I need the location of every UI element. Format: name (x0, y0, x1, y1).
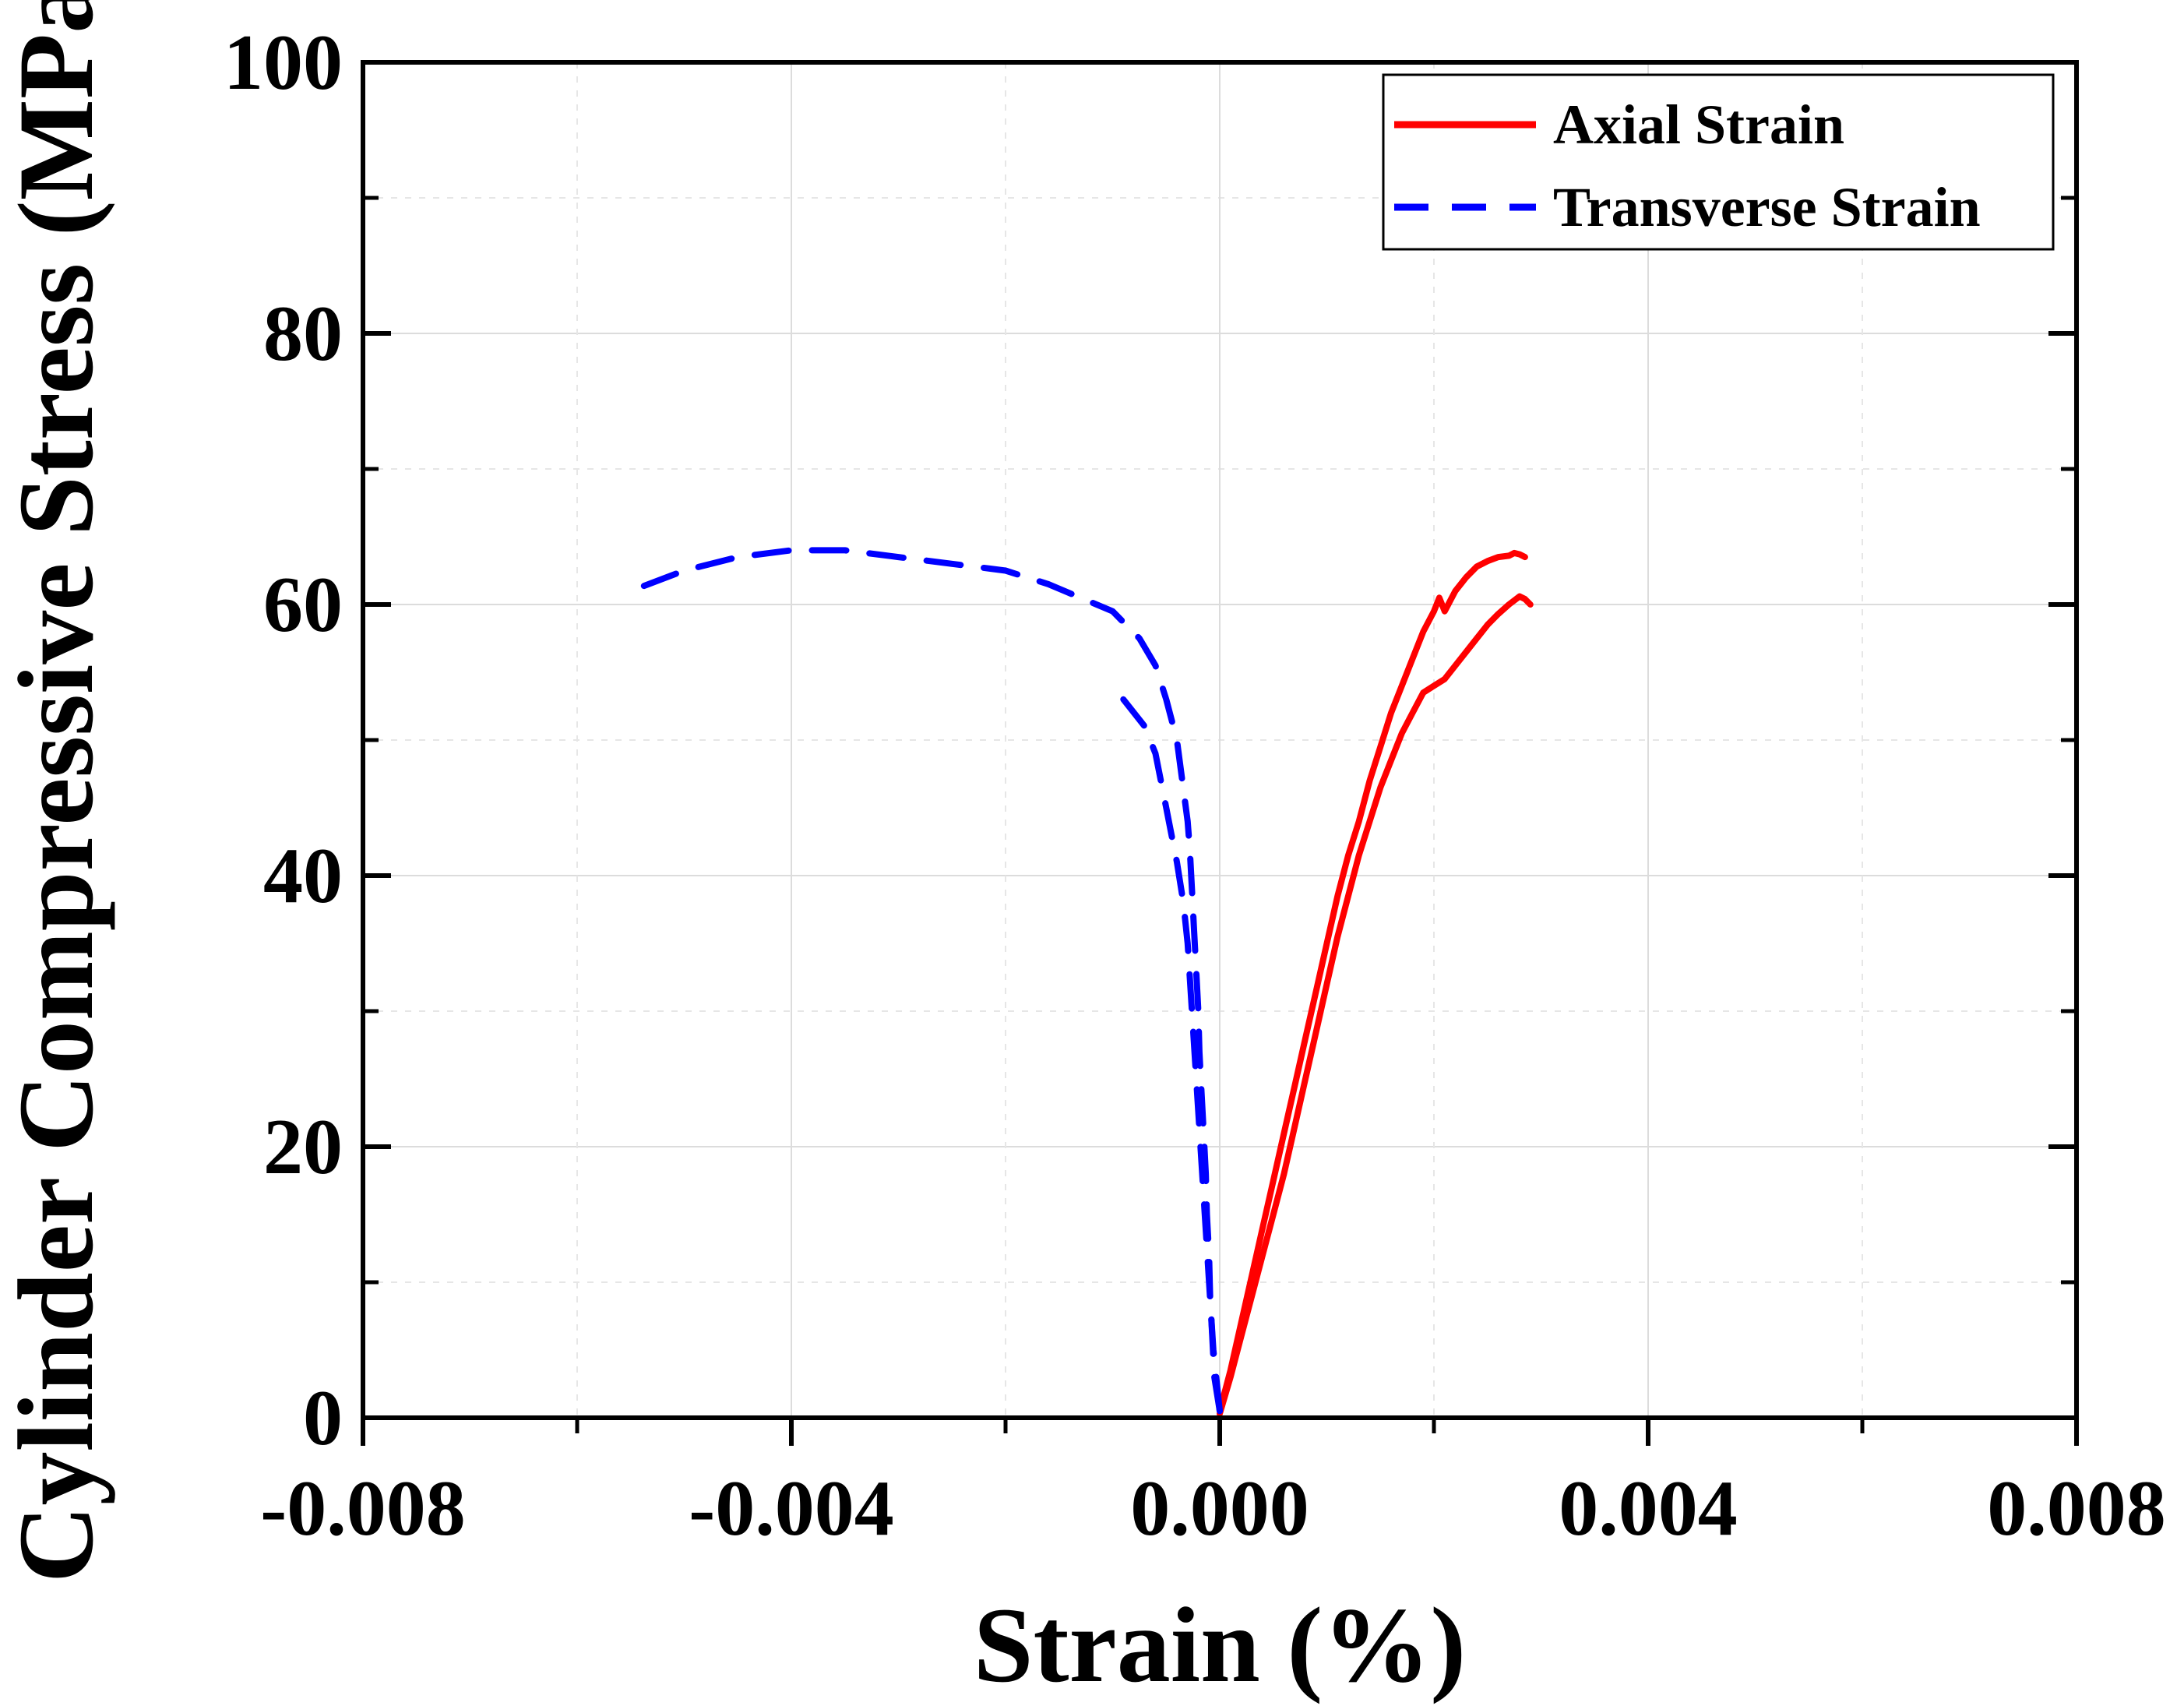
series-layer (627, 547, 1534, 1417)
x-tick-label: 0.000 (1130, 1465, 1309, 1553)
y-tick-label: 20 (263, 1103, 343, 1191)
y-tick-label: 0 (303, 1374, 343, 1462)
series-transverse-strain-specimen-2 (1120, 696, 1223, 1415)
series-axial-strain (1217, 549, 1528, 1415)
y-tick-label: 40 (263, 832, 343, 920)
x-axis-title: Strain (%) (974, 1585, 1466, 1704)
legend: Axial Strain Transverse Strain (1382, 73, 2055, 251)
x-tick-label: 0.004 (1559, 1465, 1738, 1553)
y-tick-label: 100 (224, 19, 343, 107)
y-tick-label: 60 (263, 561, 343, 649)
series-axial-strain-specimen-2 (1217, 593, 1534, 1417)
x-tick-label: -0.008 (260, 1465, 465, 1553)
legend-label-transverse-strain: Transverse Strain (1553, 176, 1981, 238)
y-tick-label: 80 (263, 290, 343, 378)
tick-labels: 0 20 40 60 80 100 -0.008 -0.004 0.000 0.004 0.008 (224, 19, 2166, 1553)
x-tick-label: 0.008 (1987, 1465, 2166, 1553)
legend-label-axial-strain: Axial Strain (1553, 93, 1844, 156)
grid (363, 62, 2077, 1418)
x-tick-label: -0.004 (689, 1465, 893, 1553)
y-axis-title: Cylinder Compressive Stress (MPa) (0, 0, 115, 1583)
ticks (361, 60, 2079, 1446)
legend-box (1382, 73, 2055, 251)
